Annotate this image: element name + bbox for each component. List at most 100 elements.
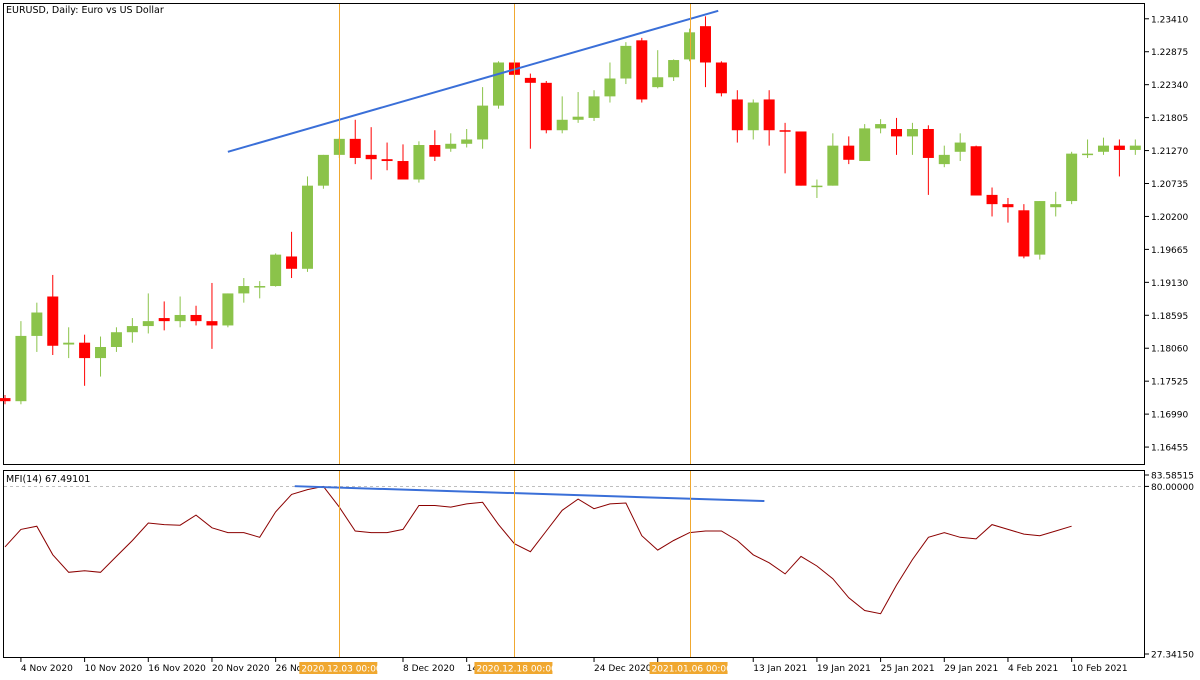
candle-body[interactable]: [142, 321, 154, 327]
candle-body[interactable]: [445, 143, 457, 149]
candle[interactable]: [95, 336, 107, 377]
candle[interactable]: [1082, 139, 1094, 158]
candle-body[interactable]: [1113, 145, 1125, 150]
candle-body[interactable]: [668, 60, 680, 78]
candle[interactable]: [1018, 204, 1030, 259]
candle-body[interactable]: [349, 138, 361, 158]
candle[interactable]: [827, 133, 839, 186]
candle[interactable]: [970, 145, 982, 196]
candle[interactable]: [906, 122, 918, 155]
candle-body[interactable]: [47, 296, 59, 346]
candle[interactable]: [1034, 201, 1046, 260]
candle[interactable]: [572, 92, 584, 123]
candle[interactable]: [779, 122, 791, 174]
candle[interactable]: [349, 119, 361, 165]
candle-body[interactable]: [1082, 153, 1094, 156]
candle[interactable]: [1050, 191, 1062, 217]
candle-body[interactable]: [938, 154, 950, 165]
candle[interactable]: [1002, 197, 1014, 223]
candle-body[interactable]: [524, 77, 536, 83]
candle-body[interactable]: [493, 62, 505, 106]
candle-body[interactable]: [270, 254, 282, 287]
candle-body[interactable]: [970, 146, 982, 196]
candle-body[interactable]: [365, 154, 377, 160]
candle[interactable]: [174, 296, 186, 328]
candle-body[interactable]: [158, 318, 170, 322]
candle-body[interactable]: [461, 139, 473, 144]
candle[interactable]: [79, 334, 91, 386]
candle-body[interactable]: [731, 99, 743, 131]
candle[interactable]: [413, 141, 425, 183]
candle[interactable]: [493, 61, 505, 109]
candle-body[interactable]: [540, 82, 552, 131]
candle[interactable]: [142, 293, 154, 334]
candle[interactable]: [859, 124, 871, 162]
candle-body[interactable]: [381, 159, 393, 162]
candle-body[interactable]: [827, 145, 839, 186]
candle-body[interactable]: [779, 130, 791, 132]
candle-body[interactable]: [301, 185, 313, 269]
candle-body[interactable]: [413, 145, 425, 180]
candle-body[interactable]: [954, 142, 966, 152]
candle[interactable]: [747, 99, 759, 140]
candle[interactable]: [524, 73, 536, 149]
candle-body[interactable]: [811, 185, 823, 188]
candle-body[interactable]: [110, 332, 122, 347]
candle-body[interactable]: [429, 145, 441, 157]
candle-body[interactable]: [95, 346, 107, 359]
candle[interactable]: [461, 129, 473, 148]
candle[interactable]: [1129, 139, 1141, 155]
candle-body[interactable]: [1002, 204, 1014, 208]
candle[interactable]: [588, 90, 600, 122]
candle[interactable]: [317, 154, 329, 189]
candle[interactable]: [795, 131, 807, 186]
candle[interactable]: [938, 145, 950, 168]
candle-body[interactable]: [477, 105, 489, 140]
candle-body[interactable]: [763, 99, 775, 131]
candle[interactable]: [684, 28, 696, 62]
candle[interactable]: [31, 302, 43, 352]
candle-body[interactable]: [1097, 145, 1109, 152]
mfi-plot[interactable]: [4, 485, 1144, 615]
candle[interactable]: [763, 90, 775, 146]
candle[interactable]: [397, 144, 409, 180]
candle-body[interactable]: [891, 129, 903, 137]
candle-body[interactable]: [699, 26, 711, 63]
candle-body[interactable]: [859, 128, 871, 162]
candle-body[interactable]: [684, 32, 696, 60]
candle[interactable]: [1113, 139, 1125, 177]
candle[interactable]: [954, 133, 966, 162]
candle-body[interactable]: [1050, 204, 1062, 208]
candle[interactable]: [0, 395, 11, 405]
candle-body[interactable]: [206, 321, 218, 326]
candle[interactable]: [206, 282, 218, 349]
candle-body[interactable]: [922, 129, 934, 158]
candle[interactable]: [1066, 151, 1078, 205]
candle-body[interactable]: [604, 78, 616, 97]
candle-body[interactable]: [795, 131, 807, 186]
candle[interactable]: [15, 321, 27, 405]
candle-body[interactable]: [15, 335, 27, 402]
candle[interactable]: [63, 327, 75, 359]
candle-body[interactable]: [238, 286, 250, 294]
candle-body[interactable]: [572, 116, 584, 120]
candle[interactable]: [301, 176, 313, 272]
candle[interactable]: [47, 274, 59, 356]
candle[interactable]: [668, 59, 680, 81]
candle[interactable]: [190, 305, 202, 326]
candle[interactable]: [652, 50, 664, 89]
candle[interactable]: [922, 125, 934, 195]
candle-body[interactable]: [0, 398, 11, 402]
candle[interactable]: [891, 117, 903, 155]
candle[interactable]: [604, 62, 616, 103]
candle[interactable]: [731, 90, 743, 143]
candle[interactable]: [365, 127, 377, 180]
candle-body[interactable]: [254, 286, 266, 288]
candle-body[interactable]: [652, 77, 664, 88]
candle[interactable]: [477, 87, 489, 149]
candle[interactable]: [238, 278, 250, 303]
candle-body[interactable]: [79, 342, 91, 359]
candle-body[interactable]: [636, 40, 648, 100]
candle-body[interactable]: [875, 124, 887, 129]
candle-body[interactable]: [317, 154, 329, 186]
